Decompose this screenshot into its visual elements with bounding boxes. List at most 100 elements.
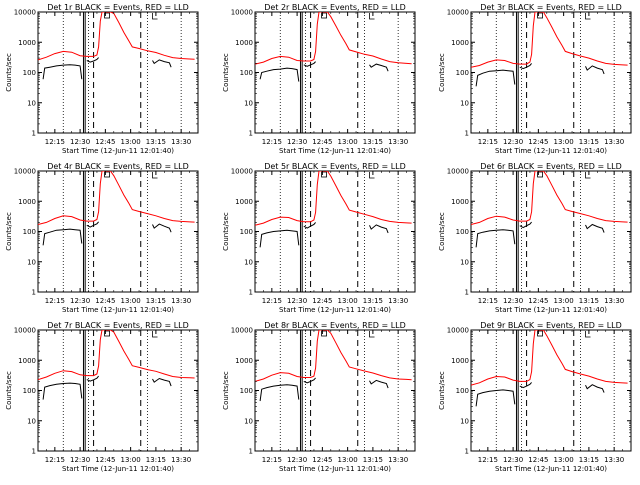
y-tick-label: 1000	[235, 198, 253, 206]
peak-square-icon	[104, 330, 110, 337]
plot-area	[255, 330, 412, 402]
panel-title: Det 4r BLACK = Events, RED = LLD	[47, 162, 189, 171]
events-series-line	[585, 384, 605, 393]
events-series-line	[152, 223, 172, 233]
lld-series-line	[471, 330, 628, 386]
corner-bracket-icon	[585, 331, 591, 338]
y-tick-label: 10	[27, 99, 36, 107]
y-tick-label: 10	[244, 417, 253, 425]
x-tick-label: 12:15	[478, 456, 498, 464]
x-tick-label: 13:00	[121, 138, 141, 146]
x-axis-label: Start Time (12-Jun-11 12:01:40)	[495, 147, 607, 155]
y-tick-label: 1000	[18, 198, 36, 206]
panel-det-2r: 1 10 100 1000 10000 12:15 12:30 12:45 13:00 13:15…	[222, 3, 416, 155]
x-tick-label: 13:00	[554, 138, 574, 146]
x-tick-label: 12:45	[95, 297, 115, 305]
peak-square-icon	[321, 171, 327, 178]
x-tick-label: 12:15	[45, 297, 65, 305]
y-tick-label: 1000	[451, 357, 469, 365]
events-series-line	[86, 57, 99, 63]
panel-title: Det 8r BLACK = Events, RED = LLD	[264, 321, 406, 330]
x-tick-label: 13:15	[363, 456, 383, 464]
x-tick-label: 12:45	[312, 456, 332, 464]
plot-area	[471, 12, 628, 87]
plot-frame	[37, 170, 199, 293]
y-tick-label: 10000	[14, 168, 36, 176]
y-tick-label: 1000	[18, 39, 36, 47]
y-axis-label: Counts/sec	[438, 212, 446, 251]
plot-area	[38, 330, 195, 400]
peak-square-icon	[104, 12, 110, 19]
y-tick-label: 10000	[447, 9, 469, 17]
y-tick-label: 100	[240, 228, 253, 236]
events-series-line	[42, 382, 83, 400]
y-tick-label: 10	[460, 417, 469, 425]
lld-series-line	[38, 171, 195, 225]
y-tick-label: 1000	[18, 357, 36, 365]
panel-title: Det 3r BLACK = Events, RED = LLD	[480, 3, 622, 12]
plot-area	[255, 171, 412, 248]
events-series-line	[259, 67, 300, 82]
events-series-line	[475, 389, 516, 407]
x-axis-label: Start Time (12-Jun-11 12:01:40)	[279, 306, 391, 314]
events-series-line	[369, 224, 389, 234]
corner-bracket-icon	[369, 13, 375, 20]
panel-det-4r: 1 10 100 1000 10000 12:15 12:30 12:45 13:00 13:15…	[5, 162, 199, 314]
y-tick-label: 10	[27, 258, 36, 266]
y-axis-label: Counts/sec	[222, 212, 230, 251]
y-axis-label: Counts/sec	[5, 371, 13, 410]
x-tick-label: 13:30	[171, 138, 191, 146]
lld-series-line	[255, 330, 412, 382]
y-tick-label: 10	[244, 99, 253, 107]
x-tick-label: 12:30	[70, 138, 90, 146]
plot-frame	[254, 11, 416, 134]
panel-det-3r: 1 10 100 1000 10000 12:15 12:30 12:45 13:00 13:15…	[438, 3, 632, 155]
x-tick-label: 12:15	[478, 138, 498, 146]
y-axis-label: Counts/sec	[438, 53, 446, 92]
x-tick-label: 12:45	[312, 138, 332, 146]
panel-title: Det 9r BLACK = Events, RED = LLD	[480, 321, 622, 330]
panel-det-5r: 1 10 100 1000 10000 12:15 12:30 12:45 13:00 13:15…	[222, 162, 416, 314]
y-tick-label: 10000	[231, 9, 253, 17]
panel-det-1r: 1 10 100 1000 10000 12:15 12:30 12:45 13:00 13:15…	[5, 3, 199, 155]
x-tick-label: 12:30	[287, 297, 307, 305]
panel-title: Det 1r BLACK = Events, RED = LLD	[47, 3, 189, 12]
y-tick-label: 10000	[447, 327, 469, 335]
x-tick-label: 13:15	[363, 138, 383, 146]
y-tick-label: 1	[32, 130, 36, 138]
x-tick-label: 12:45	[312, 297, 332, 305]
corner-bracket-icon	[585, 172, 591, 179]
x-tick-label: 12:15	[262, 297, 282, 305]
x-tick-label: 13:30	[604, 456, 624, 464]
x-tick-label: 13:30	[388, 138, 408, 146]
y-tick-label: 1	[249, 289, 253, 297]
x-tick-label: 13:00	[121, 297, 141, 305]
peak-square-icon	[104, 171, 110, 178]
events-series-line	[519, 63, 532, 70]
y-tick-label: 1	[249, 448, 253, 456]
x-tick-label: 12:45	[95, 138, 115, 146]
y-tick-label: 10	[460, 99, 469, 107]
x-tick-label: 13:30	[388, 456, 408, 464]
y-tick-label: 10000	[231, 168, 253, 176]
y-tick-label: 100	[240, 387, 253, 395]
plot-area	[38, 171, 195, 246]
x-axis-label: Start Time (12-Jun-11 12:01:40)	[279, 147, 391, 155]
y-tick-label: 100	[456, 387, 469, 395]
y-tick-label: 1	[249, 130, 253, 138]
lld-series-line	[471, 12, 628, 68]
plot-frame	[37, 11, 199, 134]
y-tick-label: 10000	[14, 9, 36, 17]
peak-square-icon	[321, 12, 327, 19]
y-tick-label: 1000	[235, 39, 253, 47]
x-axis-label: Start Time (12-Jun-11 12:01:40)	[279, 465, 391, 473]
plot-area	[255, 12, 412, 82]
y-tick-label: 10	[460, 258, 469, 266]
y-tick-label: 1	[465, 289, 469, 297]
plot-frame	[470, 11, 632, 134]
x-tick-label: 12:30	[287, 138, 307, 146]
events-series-line	[369, 63, 389, 72]
events-series-line	[585, 65, 605, 75]
y-tick-label: 1	[32, 448, 36, 456]
plot-frame	[254, 329, 416, 452]
